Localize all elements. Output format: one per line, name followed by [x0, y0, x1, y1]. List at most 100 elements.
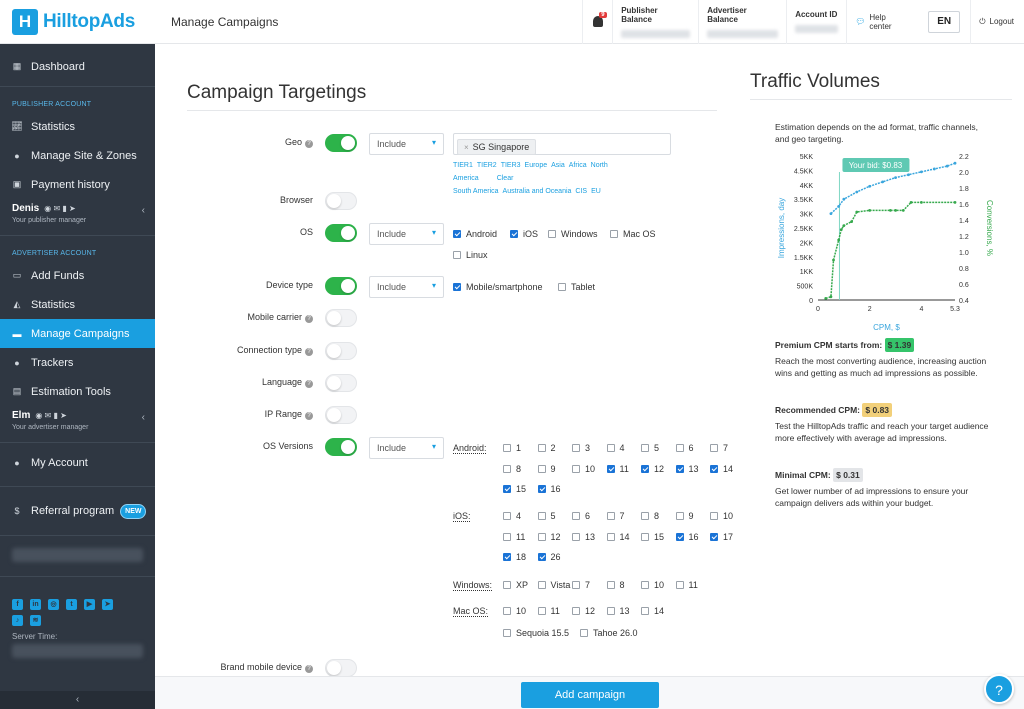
sidebar-item-publisher-statistics[interactable]: 📈︎ Statistics — [0, 112, 155, 141]
os-option-checkbox[interactable]: Windows — [548, 229, 598, 239]
device-option-checkbox[interactable]: Mobile/smartphone — [453, 282, 543, 292]
language-switcher[interactable]: EN — [928, 10, 961, 33]
advertiser-balance[interactable]: Advertiser Balance — [698, 0, 786, 44]
checkbox-icon[interactable] — [537, 444, 546, 452]
geo-shortcut-link[interactable]: Africa — [568, 162, 587, 169]
os-option-checkbox[interactable]: Android — [453, 229, 497, 239]
android-version-checkbox[interactable]: 2 — [537, 443, 556, 453]
checkbox-icon[interactable] — [641, 444, 649, 452]
ios-version-checkbox[interactable]: 15 — [641, 532, 664, 542]
android-version-checkbox[interactable]: 14 — [710, 464, 733, 474]
os-mode-select[interactable]: Include — [369, 223, 444, 245]
publisher-manager[interactable]: Denis ◉ ✉ ▮ ➤ Your publisher manager ‹ — [0, 199, 155, 230]
mobile-carrier-toggle[interactable] — [325, 309, 357, 327]
checkbox-icon[interactable] — [641, 581, 649, 589]
checkbox-icon[interactable] — [503, 444, 511, 452]
android-version-checkbox[interactable]: 3 — [572, 443, 590, 453]
windows-version-checkbox[interactable]: 10 — [641, 580, 664, 590]
sidebar-item-advertiser-statistics[interactable]: ◭ Statistics — [0, 290, 155, 319]
ios-version-checkbox[interactable]: 12 — [537, 532, 561, 542]
os-versions-toggle[interactable] — [325, 438, 357, 456]
instagram-icon[interactable]: ◎ — [48, 599, 59, 610]
support-chat-icon[interactable]: ? — [984, 674, 1014, 704]
os-toggle[interactable] — [325, 224, 357, 242]
ios-version-checkbox[interactable]: 17 — [710, 532, 733, 542]
android-version-checkbox[interactable]: 12 — [641, 464, 664, 474]
checkbox-icon[interactable] — [606, 581, 615, 589]
add-campaign-button[interactable]: Add campaign — [521, 682, 659, 708]
sidebar-item-add-funds[interactable]: ▭ Add Funds — [0, 261, 155, 290]
help-center-link[interactable]: 💬︎ Help center — [846, 0, 918, 44]
ios-version-checkbox[interactable]: 11 — [503, 532, 525, 542]
geo-shortcut-link[interactable]: Australia and Oceania — [502, 188, 572, 195]
checkbox-icon[interactable] — [537, 512, 546, 520]
geo-chip[interactable]: × SG Singapore — [457, 139, 537, 155]
windows-version-checkbox[interactable]: 8 — [606, 580, 625, 590]
geo-shortcut-link[interactable]: TIER2 — [476, 162, 497, 169]
sidebar-item-dashboard[interactable]: ▦ Dashboard — [0, 52, 155, 81]
chevron-left-icon[interactable]: ‹ — [141, 412, 145, 423]
geo-shortcut-link[interactable]: EU — [591, 188, 601, 195]
checkbox-checked-icon[interactable] — [710, 464, 718, 473]
geo-shortcut-link[interactable]: Asia — [551, 162, 565, 169]
geo-shortcut-link[interactable]: CIS — [575, 188, 588, 195]
brand-mobile-device-toggle[interactable] — [325, 659, 357, 677]
sidebar-item-estimation-tools[interactable]: ▤ Estimation Tools — [0, 377, 155, 406]
ip-range-toggle[interactable] — [325, 406, 357, 424]
ios-version-checkbox[interactable]: 26 — [537, 552, 561, 562]
macos-version-checkbox[interactable]: Tahoe 26.0 — [580, 628, 638, 638]
spotify-icon[interactable]: ≋ — [30, 615, 41, 626]
remove-icon[interactable]: × — [464, 143, 469, 152]
sidebar-item-payment-history[interactable]: ▣ Payment history — [0, 170, 155, 199]
checkbox-icon[interactable] — [641, 607, 649, 615]
publisher-balance[interactable]: Publisher Balance — [612, 0, 698, 44]
help-icon[interactable]: ? — [305, 348, 313, 356]
help-icon[interactable]: ? — [305, 315, 313, 323]
device-type-toggle[interactable] — [325, 277, 357, 295]
android-version-checkbox[interactable]: 4 — [606, 443, 625, 453]
android-version-checkbox[interactable]: 15 — [503, 484, 526, 494]
android-version-checkbox[interactable]: 8 — [503, 464, 521, 474]
ios-version-checkbox[interactable]: 8 — [641, 511, 659, 521]
geo-toggle[interactable] — [325, 134, 357, 152]
checkbox-icon[interactable] — [572, 607, 580, 615]
tiktok-icon[interactable]: ♪ — [12, 615, 23, 626]
geo-shortcut-link[interactable]: North America — [453, 162, 608, 182]
checkbox-icon[interactable] — [606, 532, 615, 541]
checkbox-icon[interactable] — [606, 607, 615, 615]
checkbox-icon[interactable] — [641, 532, 649, 541]
collapse-sidebar-button[interactable]: ‹ — [0, 691, 155, 709]
checkbox-checked-icon[interactable] — [510, 230, 518, 238]
checkbox-icon[interactable] — [606, 444, 615, 452]
checkbox-icon[interactable] — [710, 512, 718, 520]
ios-version-checkbox[interactable]: 16 — [675, 532, 699, 542]
checkbox-icon[interactable] — [503, 532, 511, 541]
android-version-checkbox[interactable]: 16 — [537, 484, 561, 494]
checkbox-icon[interactable] — [641, 512, 649, 520]
checkbox-icon[interactable] — [537, 607, 546, 615]
checkbox-checked-icon[interactable] — [675, 532, 684, 541]
youtube-icon[interactable]: ▶ — [84, 599, 95, 610]
checkbox-checked-icon[interactable] — [675, 464, 684, 473]
checkbox-checked-icon[interactable] — [453, 283, 461, 291]
ios-version-checkbox[interactable]: 5 — [537, 511, 556, 521]
os-versions-mode-select[interactable]: Include — [369, 437, 444, 459]
advertiser-manager[interactable]: Elm ◉ ✉ ▮ ➤ Your advertiser manager ‹ — [0, 406, 155, 437]
twitter-icon[interactable]: t — [66, 599, 77, 610]
android-version-checkbox[interactable]: 5 — [641, 443, 659, 453]
checkbox-icon[interactable] — [710, 444, 718, 452]
checkbox-icon[interactable] — [675, 512, 684, 520]
checkbox-icon[interactable] — [537, 532, 546, 541]
logo[interactable]: H HilltopAds — [0, 0, 155, 44]
android-version-checkbox[interactable]: 13 — [675, 464, 699, 474]
windows-version-checkbox[interactable]: XP — [503, 580, 528, 590]
macos-version-checkbox[interactable]: 12 — [572, 606, 595, 616]
device-mode-select[interactable]: Include — [369, 276, 444, 298]
checkbox-icon[interactable] — [572, 581, 580, 589]
windows-version-checkbox[interactable]: 11 — [675, 580, 698, 590]
checkbox-icon[interactable] — [675, 444, 684, 452]
checkbox-icon[interactable] — [503, 607, 511, 615]
sidebar-item-my-account[interactable]: ● My Account — [0, 448, 155, 477]
chevron-left-icon[interactable]: ‹ — [141, 205, 145, 216]
geo-input[interactable]: × SG Singapore — [453, 133, 671, 155]
